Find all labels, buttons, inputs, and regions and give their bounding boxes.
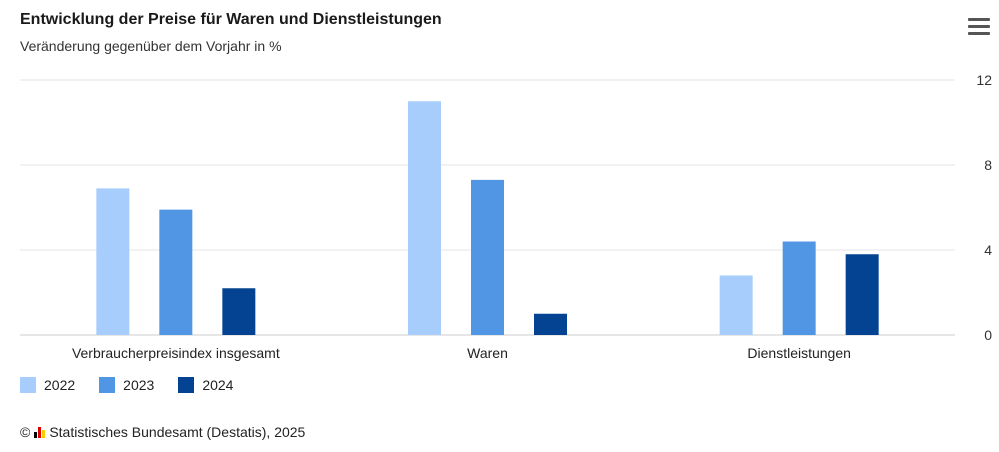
- x-tick-label: Waren: [467, 345, 508, 361]
- source-credit: © Statistisches Bundesamt (Destatis), 20…: [20, 424, 305, 440]
- legend-label: 2023: [123, 377, 155, 393]
- legend-swatch: [178, 377, 195, 393]
- destatis-logo-icon: [34, 426, 46, 438]
- bar: [719, 275, 753, 335]
- bar: [222, 288, 256, 335]
- bar: [159, 209, 193, 335]
- bar: [845, 254, 879, 335]
- legend-label: 2024: [202, 377, 234, 393]
- x-tick-label: Dienstleistungen: [747, 345, 851, 361]
- y-tick-label: 0: [984, 327, 992, 343]
- bar: [534, 313, 567, 335]
- legend-item[interactable]: 2023: [99, 377, 154, 393]
- y-tick-label: 8: [984, 157, 992, 173]
- source-text: Statistisches Bundesamt (Destatis), 2025: [49, 424, 306, 440]
- bar: [96, 188, 130, 335]
- legend-item[interactable]: 2024: [178, 377, 233, 393]
- y-tick-label: 4: [984, 242, 992, 258]
- legend-swatch: [99, 377, 116, 393]
- menu-bar: [968, 32, 990, 35]
- copyright-symbol: ©: [20, 424, 31, 440]
- logo-bar: [42, 429, 46, 438]
- chart-title: Entwicklung der Preise für Waren und Die…: [20, 11, 442, 28]
- hamburger-menu-icon[interactable]: [968, 18, 990, 38]
- y-tick-label: 12: [976, 72, 992, 88]
- legend-label: 2022: [44, 377, 76, 393]
- bar: [408, 101, 441, 335]
- menu-bar: [968, 18, 990, 21]
- logo-bar: [34, 431, 38, 438]
- legend-item[interactable]: 2022: [20, 377, 75, 393]
- menu-bar: [968, 25, 990, 28]
- legend-swatch: [20, 377, 36, 393]
- bar: [471, 179, 504, 335]
- x-tick-label: Verbraucherpreisindex insgesamt: [72, 345, 280, 361]
- logo-bar: [38, 426, 42, 438]
- chart-subtitle: Veränderung gegenüber dem Vorjahr in %: [20, 38, 282, 54]
- chart-legend: 2022 2023 2024: [20, 377, 233, 393]
- bar: [782, 241, 816, 335]
